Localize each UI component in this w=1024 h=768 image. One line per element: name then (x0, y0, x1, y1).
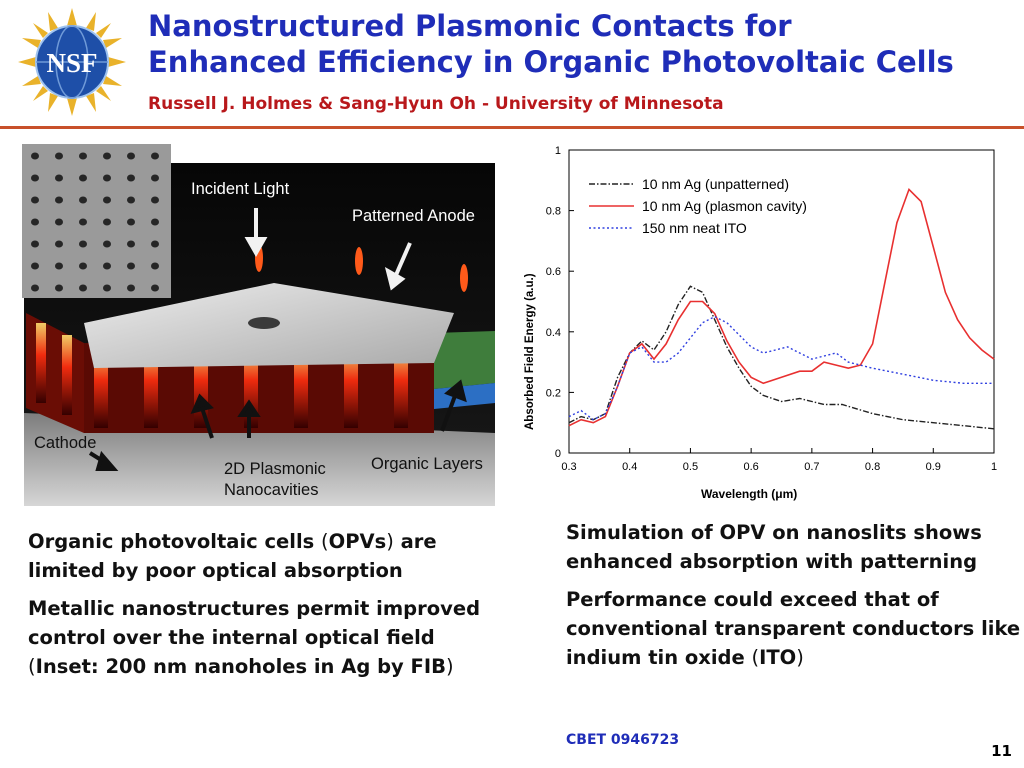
nanohole (127, 240, 135, 248)
legend-label: 10 nm Ag (unpatterned) (642, 176, 789, 192)
x-tick-label: 0.7 (804, 461, 819, 473)
nanohole (31, 218, 39, 226)
nanohole (127, 262, 135, 270)
nanohole (103, 284, 111, 292)
logo-rays (18, 8, 126, 116)
nanohole (55, 152, 63, 160)
series-line-3 (568, 315, 994, 421)
absorption-chart: 0 0.2 0.4 0.6 0.8 1 0.3 0.4 0.5 0.6 0.7 0.8 0.9 1 10… (524, 145, 997, 501)
nanohole (79, 196, 87, 204)
nanohole (79, 240, 87, 248)
label-plasmonic-1: 2D Plasmonic (224, 460, 326, 478)
nanohole (31, 262, 39, 270)
y-tick-label: 0.2 (546, 387, 561, 399)
nanohole (103, 174, 111, 182)
series-line-1 (568, 285, 995, 430)
plot-frame (568, 149, 995, 454)
nanohole (103, 152, 111, 160)
nanohole (151, 262, 159, 270)
grant-number: CBET 0946723 (566, 732, 680, 748)
nanohole (55, 174, 63, 182)
nanohole (103, 262, 111, 270)
nanohole (103, 240, 111, 248)
label-cathode: Cathode (34, 434, 96, 452)
right-paragraph-1: Simulation of OPV on nanoslits shows enh… (566, 521, 982, 573)
nanohole (103, 218, 111, 226)
x-tick-label: 0.3 (561, 461, 576, 473)
x-tick-label: 0.4 (622, 461, 637, 473)
label-incident-light: Incident Light (191, 180, 290, 198)
slide-title: Nanostructured Plasmonic Contacts for En… (148, 8, 1018, 80)
logo-text: NSF (46, 48, 97, 78)
y-axis-label: Absorbed Field Energy (a.u.) (524, 273, 536, 430)
nanohole (151, 152, 159, 160)
y-tick-label: 0 (555, 448, 561, 460)
nanohole (151, 196, 159, 204)
x-tick-label: 0.8 (865, 461, 880, 473)
nanohole (127, 152, 135, 160)
nanohole (79, 262, 87, 270)
x-tick-label: 0.5 (683, 461, 698, 473)
nanohole (151, 218, 159, 226)
nanohole (79, 284, 87, 292)
x-tick-label: 0.6 (743, 461, 758, 473)
nanohole (79, 152, 87, 160)
nanohole (127, 284, 135, 292)
nanohole (151, 240, 159, 248)
legend-label: 150 nm neat ITO (642, 220, 747, 236)
nanohole (31, 152, 39, 160)
legend-label: 10 nm Ag (plasmon cavity) (642, 198, 807, 214)
x-tick-label: 1 (991, 461, 997, 473)
nanohole (103, 196, 111, 204)
nanohole (55, 262, 63, 270)
nanohole (79, 174, 87, 182)
left-paragraph-1: Organic photovoltaic cells (OPVs) are li… (28, 530, 437, 582)
nanohole (127, 174, 135, 182)
x-axis-label: Wavelength (μm) (701, 487, 797, 501)
right-text-block: Simulation of OPV on nanoslits shows enh… (566, 518, 1021, 681)
nanohole (31, 174, 39, 182)
left-text-block: Organic photovoltaic cells (OPVs) are li… (28, 527, 498, 690)
x-tick-label: 0.9 (926, 461, 941, 473)
label-plasmonic-2: Nanocavities (224, 481, 318, 499)
nanohole (79, 218, 87, 226)
header-divider (0, 126, 1024, 129)
nanohole (55, 284, 63, 292)
title-line-2: Enhanced Efficiency in Organic Photovolt… (148, 45, 954, 79)
nanohole (31, 284, 39, 292)
nanohole (127, 196, 135, 204)
nanohole (151, 174, 159, 182)
authors-line: Russell J. Holmes & Sang-Hyun Oh - Unive… (148, 94, 724, 114)
page-number: 11 (991, 742, 1012, 760)
y-tick-label: 0.8 (546, 206, 561, 218)
nanohole (55, 240, 63, 248)
nanohole (31, 196, 39, 204)
nanohole-inset-image (22, 144, 171, 298)
nanohole (31, 240, 39, 248)
nsf-logo: NSF (18, 8, 126, 116)
series-line-2 (568, 187, 995, 427)
nanohole (55, 196, 63, 204)
nanohole (151, 284, 159, 292)
y-tick-label: 0.6 (546, 266, 561, 278)
nanohole (55, 218, 63, 226)
y-tick-label: 1 (555, 145, 561, 157)
nanohole (127, 218, 135, 226)
y-tick-label: 0.4 (546, 327, 561, 339)
label-patterned-anode: Patterned Anode (352, 207, 475, 225)
label-organic-layers: Organic Layers (371, 455, 483, 473)
right-paragraph-2: Performance could exceed that of convent… (566, 588, 1021, 669)
title-line-1: Nanostructured Plasmonic Contacts for (148, 9, 792, 43)
left-paragraph-2: Metallic nanostructures permit improved … (28, 597, 481, 678)
